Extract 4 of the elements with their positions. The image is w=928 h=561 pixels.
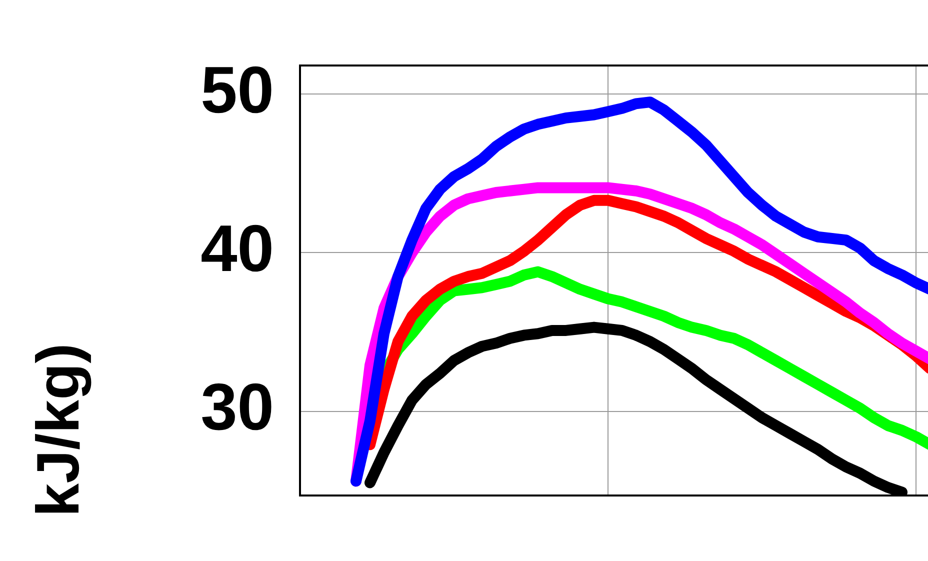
y-tick-label: 50 — [200, 52, 274, 126]
y-tick-label: 40 — [200, 210, 274, 285]
y-axis-title: kJ/kg) — [24, 343, 92, 517]
y-tick-label: 30 — [200, 370, 274, 444]
